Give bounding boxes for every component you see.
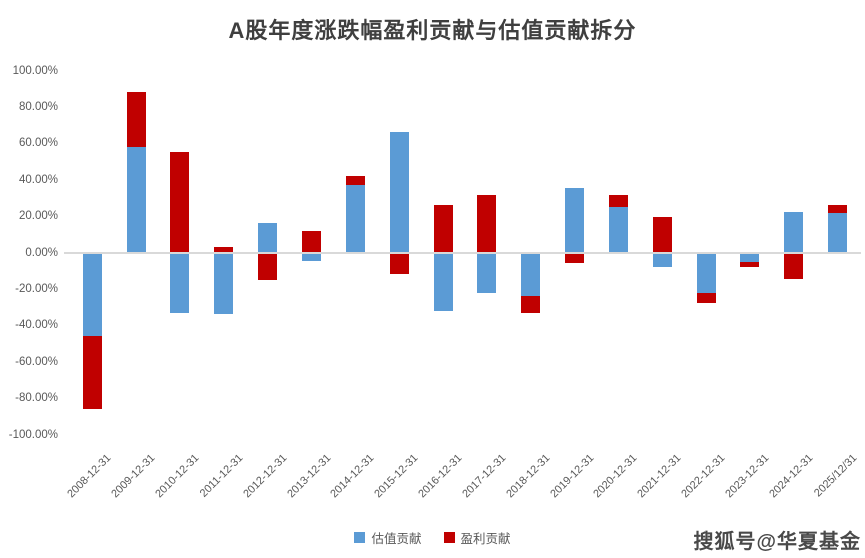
bar-segment-earnings: [828, 205, 848, 214]
bar-segment-earnings: [521, 296, 541, 314]
bar-segment-earnings: [126, 92, 146, 147]
bar-segment-earnings: [389, 252, 409, 275]
bar-segment-valuation: [565, 187, 585, 253]
bar-segment-valuation: [521, 252, 541, 297]
bar-segment-valuation: [696, 252, 716, 294]
y-axis-tick-label: -80.00%: [15, 392, 58, 405]
bar-segment-earnings: [740, 261, 760, 268]
y-axis-tick-label: 40.00%: [18, 173, 58, 186]
bar-segment-valuation: [828, 213, 848, 253]
y-axis-tick-label: -100.00%: [8, 428, 58, 441]
bar-segment-valuation: [608, 207, 628, 253]
chart-legend: 估值贡献 盈利贡献: [0, 528, 865, 547]
y-axis-tick-label: -20.00%: [15, 282, 58, 295]
bar-segment-valuation: [433, 252, 453, 311]
y-axis-tick-label: -60.00%: [15, 355, 58, 368]
bar-segment-valuation: [345, 185, 365, 253]
bar-segment-earnings: [82, 336, 102, 410]
y-axis-tick-label: 80.00%: [18, 100, 58, 113]
y-axis-tick-label: 100.00%: [12, 64, 58, 77]
legend-label: 估值贡献: [371, 532, 422, 546]
bar-segment-valuation: [258, 223, 278, 253]
bar-segment-earnings: [170, 152, 190, 253]
bar-segment-earnings: [345, 176, 365, 186]
y-axis-tick-label: -40.00%: [15, 319, 58, 332]
bar-segment-valuation: [82, 252, 102, 337]
bar-segment-earnings: [214, 247, 234, 253]
bar-segment-earnings: [258, 252, 278, 280]
zero-axis-line: [64, 252, 861, 254]
bar-segment-earnings: [784, 252, 804, 279]
bar-segment-valuation: [126, 146, 146, 253]
bar-segment-earnings: [608, 195, 628, 207]
chart-title: A股年度涨跌幅盈利贡献与估值贡献拆分: [228, 18, 637, 43]
bar-segment-earnings: [565, 252, 585, 263]
bar-segment-valuation: [740, 252, 760, 262]
legend-label: 盈利贡献: [460, 532, 511, 546]
bar-segment-valuation: [389, 132, 409, 253]
y-axis-tick-label: 60.00%: [18, 137, 58, 150]
bar-segment-valuation: [214, 252, 234, 315]
watermark-text: 搜狐号@华夏基金: [693, 531, 861, 553]
bar-segment-earnings: [652, 217, 672, 253]
legend-item: 估值贡献: [354, 528, 422, 547]
bar-segment-valuation: [477, 252, 497, 293]
bar-segment-valuation: [302, 252, 321, 261]
bar-segment-valuation: [170, 252, 190, 313]
legend-swatch-icon: [354, 532, 366, 543]
bar-segment-valuation: [652, 252, 672, 268]
bar-segment-earnings: [302, 230, 321, 253]
y-axis-tick-label: 0.00%: [25, 246, 58, 259]
bar-segment-valuation: [784, 212, 804, 253]
bar-segment-earnings: [696, 293, 716, 303]
bar-segment-earnings: [477, 195, 497, 253]
legend-item: 盈利贡献: [443, 528, 511, 547]
legend-swatch-icon: [443, 532, 455, 543]
bar-segment-earnings: [433, 205, 453, 253]
y-axis-tick-label: 20.00%: [18, 210, 58, 223]
